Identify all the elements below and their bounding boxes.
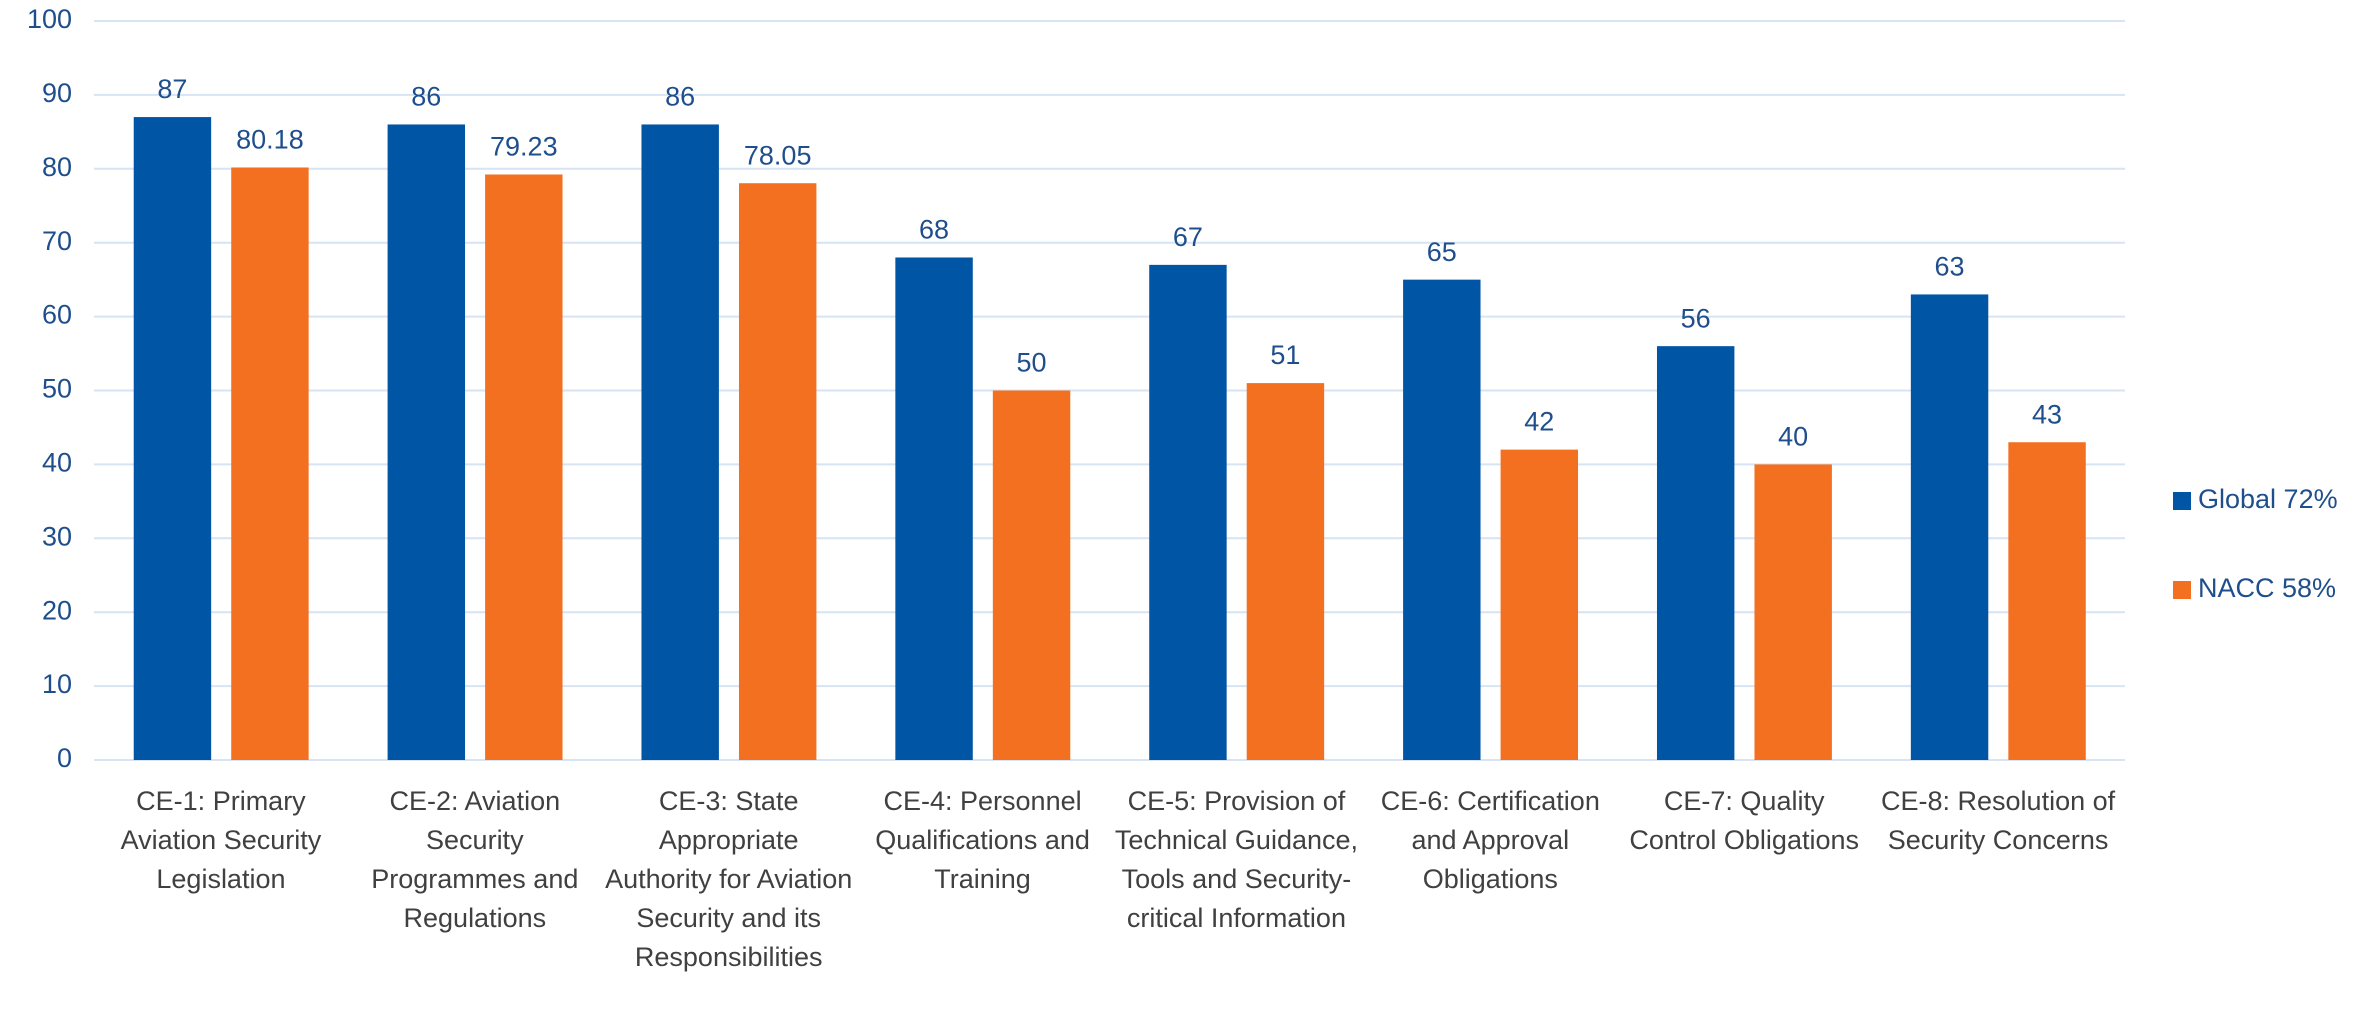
value-label: 65 [1427,237,1457,267]
x-tick-label: CE-7: Quality Control Obligations [1629,786,1859,855]
bar [1500,449,1579,760]
bar [738,183,817,760]
y-tick-label: 80 [42,152,72,182]
bar [2008,442,2086,760]
legend-label: Global 72% [2198,484,2338,514]
value-label: 51 [1270,340,1300,370]
y-tick-label: 10 [42,669,72,699]
value-label: 43 [2032,399,2062,429]
value-label: 78.05 [744,140,812,170]
y-tick-label: 70 [42,226,72,256]
value-label: 42 [1524,407,1554,437]
bar [992,390,1071,760]
y-tick-label: 90 [42,78,72,108]
bar [133,117,212,760]
bar [485,174,563,760]
x-tick-label: CE-1: Primary Aviation Security Legislatio… [121,786,322,894]
x-tick-label: CE-2: Aviation Security Programmes and Regu… [371,786,578,933]
bar [1656,346,1735,760]
y-tick-label: 60 [42,300,72,330]
x-tick-label: CE-6: Certification and Approval Obligatio… [1381,786,1600,894]
x-tick-label: CE-5: Provision of Technical Guidance, Too… [1115,786,1358,933]
y-tick-label: 50 [42,374,72,404]
y-tick-label: 20 [42,595,72,625]
bar [895,257,973,760]
legend-swatch [2173,492,2191,510]
value-label: 50 [1017,348,1047,378]
bar [1149,264,1227,760]
y-tick-label: 40 [42,448,72,478]
value-label: 86 [411,82,441,112]
legend-label: NACC 58% [2198,573,2336,603]
value-label: 79.23 [490,132,558,162]
value-label: 68 [919,215,949,245]
x-tick-label: CE-8: Resolution of Security Concerns [1881,786,2116,855]
legend-swatch [2173,581,2191,599]
y-tick-label: 30 [42,521,72,551]
value-label: 86 [665,82,695,112]
bar [387,124,466,760]
bar [231,167,309,761]
value-label: 40 [1778,422,1808,452]
value-label: 63 [1935,252,1965,282]
value-label: 56 [1681,303,1711,333]
x-tick-label: CE-3: State Appropriate Authority for Avia… [605,786,852,972]
value-label: 80.18 [236,125,304,155]
bar [1754,464,1832,760]
value-label: 87 [157,74,187,104]
bar [1403,279,1481,760]
bar [1246,383,1325,760]
value-label: 67 [1173,222,1203,252]
bar [1910,294,1989,760]
bar [641,124,719,760]
x-tick-label: CE-4: Personnel Qualifications and Trainin… [875,786,1090,894]
y-tick-label: 100 [27,4,72,34]
y-tick-label: 0 [57,743,72,773]
